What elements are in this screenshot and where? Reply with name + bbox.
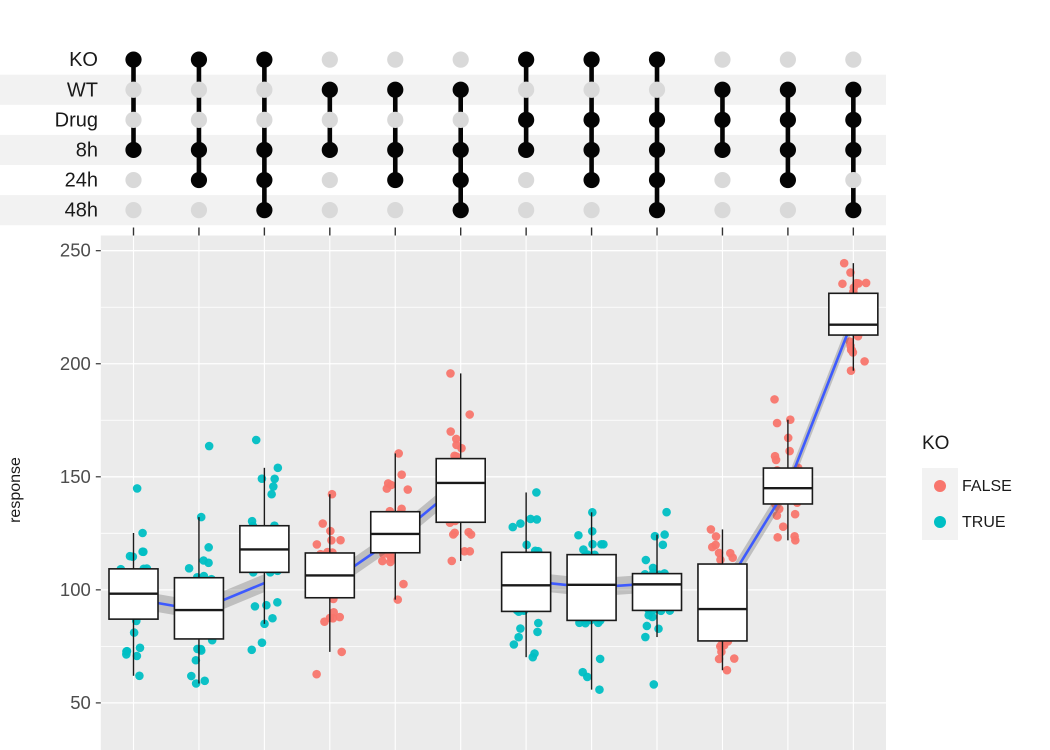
svg-text:TRUE: TRUE [962, 514, 1006, 531]
svg-text:response: response [7, 457, 24, 523]
svg-text:FALSE: FALSE [962, 478, 1012, 495]
svg-text:Drug: Drug [55, 109, 98, 131]
svg-text:KO: KO [922, 433, 949, 454]
svg-text:WT: WT [67, 79, 98, 101]
svg-text:24h: 24h [65, 170, 98, 192]
svg-text:8h: 8h [76, 139, 98, 161]
svg-text:48h: 48h [65, 200, 98, 222]
svg-text:KO: KO [69, 49, 98, 71]
svg-text:100: 100 [60, 579, 91, 600]
svg-text:50: 50 [70, 692, 91, 713]
svg-text:200: 200 [60, 353, 91, 374]
svg-text:150: 150 [60, 466, 91, 487]
svg-text:250: 250 [60, 240, 91, 261]
